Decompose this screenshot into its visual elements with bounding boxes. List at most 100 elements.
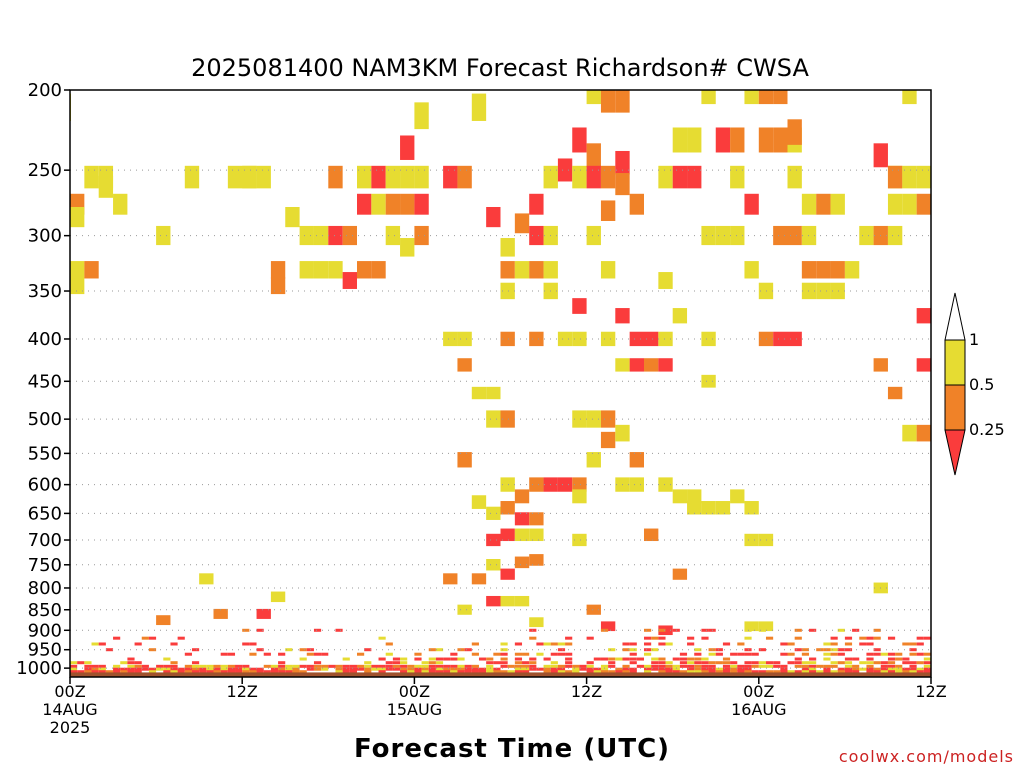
surface-band-cell [587, 661, 594, 664]
surface-band-cell [716, 648, 723, 651]
surface-band-cell [809, 661, 816, 664]
surface-band-cell [501, 665, 508, 668]
surface-band-cell [393, 665, 400, 668]
heatmap-cell [486, 534, 500, 546]
surface-band-cell [529, 658, 536, 661]
surface-band-cell [300, 658, 307, 661]
heatmap-cell [558, 477, 572, 491]
heatmap-cell [730, 489, 744, 503]
heatmap-cell [486, 387, 500, 399]
surface-band-cell [845, 642, 852, 645]
heatmap-cell [99, 176, 113, 198]
surface-band-cell [386, 668, 393, 671]
surface-band-cell [687, 661, 694, 664]
surface-band-cell [888, 665, 895, 668]
heatmap-cell [515, 489, 529, 503]
surface-band-cell [701, 629, 708, 632]
surface-band-cell [644, 642, 651, 645]
surface-band-cell [170, 665, 177, 668]
surface-band-cell [142, 665, 149, 668]
surface-band-cell [766, 665, 773, 668]
surface-band-cell [752, 653, 759, 656]
surface-band-cell [364, 665, 371, 668]
surface-band-cell [300, 665, 307, 668]
surface-band-cell [501, 642, 508, 645]
surface-band-cell [895, 665, 902, 668]
heatmap-cell [558, 332, 572, 346]
surface-band-cell [544, 658, 551, 661]
heatmap-cell [156, 615, 170, 625]
surface-band-cell [644, 629, 651, 632]
heatmap-cell [529, 226, 543, 245]
surface-band-cell [701, 665, 708, 668]
x-axis-label: Forecast Time (UTC) [354, 734, 670, 764]
heatmap-cell [386, 226, 400, 245]
surface-band-cell [558, 648, 565, 651]
surface-band-cell [472, 665, 479, 668]
surface-band-cell [221, 653, 228, 656]
surface-band-cell [823, 653, 830, 656]
xtick-label-36-1: 12Z [571, 682, 602, 701]
heatmap-cell [472, 387, 486, 399]
surface-band-cell [465, 648, 472, 651]
surface-band-cell [924, 637, 931, 640]
surface-band-cell [393, 668, 400, 671]
surface-band-cell [658, 658, 665, 661]
surface-band-cell [845, 661, 852, 664]
surface-band-cell [551, 653, 558, 656]
surface-band-cell [536, 668, 543, 671]
surface-band-cell [651, 661, 658, 664]
surface-band-cell [120, 661, 127, 664]
ytick-label-800: 800 [28, 578, 62, 599]
surface-band-cell [343, 658, 350, 661]
heatmap-cell [529, 477, 543, 491]
surface-band-cell [888, 661, 895, 664]
surface-band-cell [529, 637, 536, 640]
surface-band-cell [572, 665, 579, 668]
surface-band-cell [429, 648, 436, 651]
ytick-label-900: 900 [28, 620, 62, 641]
surface-band-cell [249, 653, 256, 656]
surface-band-cell [737, 642, 744, 645]
surface-band-cell [730, 665, 737, 668]
surface-band-cell [701, 637, 708, 640]
heatmap-cell [529, 512, 543, 525]
heatmap-cell [874, 358, 888, 371]
surface-band-cell [335, 665, 342, 668]
surface-band-cell [92, 642, 99, 645]
surface-band-cell [809, 629, 816, 632]
heatmap-cell [902, 194, 916, 215]
surface-band-cell [845, 658, 852, 661]
surface-band-cell [730, 653, 737, 656]
surface-band-cell [314, 668, 321, 671]
heatmap-cell [744, 90, 758, 104]
heatmap-cell [271, 592, 285, 603]
surface-band-cell [788, 661, 795, 664]
heatmap-cell [515, 596, 529, 606]
surface-band-cell [522, 661, 529, 664]
surface-band-cell [895, 653, 902, 656]
heatmap-cell [414, 194, 428, 215]
surface-band-cell [795, 629, 802, 632]
surface-band-cell [866, 653, 873, 656]
surface-band-cell [694, 658, 701, 661]
surface-band-cell [450, 658, 457, 661]
surface-band-cell [644, 653, 651, 656]
surface-band-cell [902, 661, 909, 664]
surface-band-cell [565, 661, 572, 664]
surface-band-cell [752, 661, 759, 664]
heatmap-cell [615, 90, 629, 113]
surface-band-cell [371, 668, 378, 671]
surface-band-cell [414, 658, 421, 661]
surface-band-cell [594, 658, 601, 661]
surface-band-cell [127, 661, 134, 664]
surface-band-cell [235, 665, 242, 668]
heatmap-cell [701, 226, 715, 245]
xtick-label-24-1: 00Z [399, 682, 430, 701]
surface-band-cell [759, 661, 766, 664]
surface-band-cell [666, 661, 673, 664]
surface-band-cell [479, 658, 486, 661]
colorbar-legend: 10.50.25 [945, 293, 1005, 475]
surface-band-cell [658, 661, 665, 664]
surface-band-cell [622, 665, 629, 668]
